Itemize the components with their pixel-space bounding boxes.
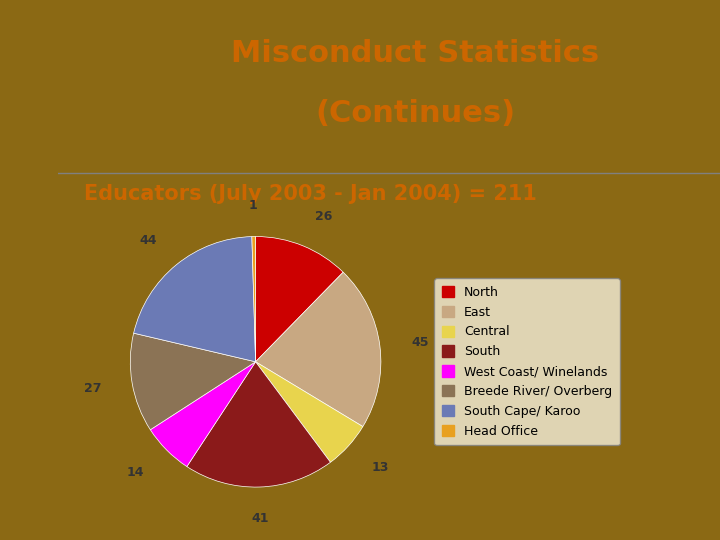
Text: 41: 41 — [251, 512, 269, 525]
Wedge shape — [187, 362, 330, 487]
Wedge shape — [256, 272, 381, 427]
Legend: North, East, Central, South, West Coast/ Winelands, Breede River/ Overberg, Sout: North, East, Central, South, West Coast/… — [434, 278, 620, 446]
Text: 1: 1 — [249, 199, 258, 212]
Wedge shape — [256, 237, 343, 362]
Text: Educators (July 2003 - Jan 2004) = 211: Educators (July 2003 - Jan 2004) = 211 — [84, 184, 537, 205]
Text: 44: 44 — [139, 234, 156, 247]
Text: 14: 14 — [127, 465, 145, 478]
Text: 27: 27 — [84, 382, 102, 395]
Wedge shape — [256, 362, 363, 462]
Wedge shape — [252, 237, 256, 362]
Wedge shape — [134, 237, 256, 362]
Text: 45: 45 — [411, 335, 428, 348]
Text: (Continues): (Continues) — [315, 99, 516, 128]
Text: 13: 13 — [372, 461, 389, 474]
Text: Misconduct Statistics: Misconduct Statistics — [231, 39, 599, 69]
Wedge shape — [150, 362, 256, 467]
Text: 26: 26 — [315, 210, 332, 223]
Wedge shape — [130, 333, 256, 430]
